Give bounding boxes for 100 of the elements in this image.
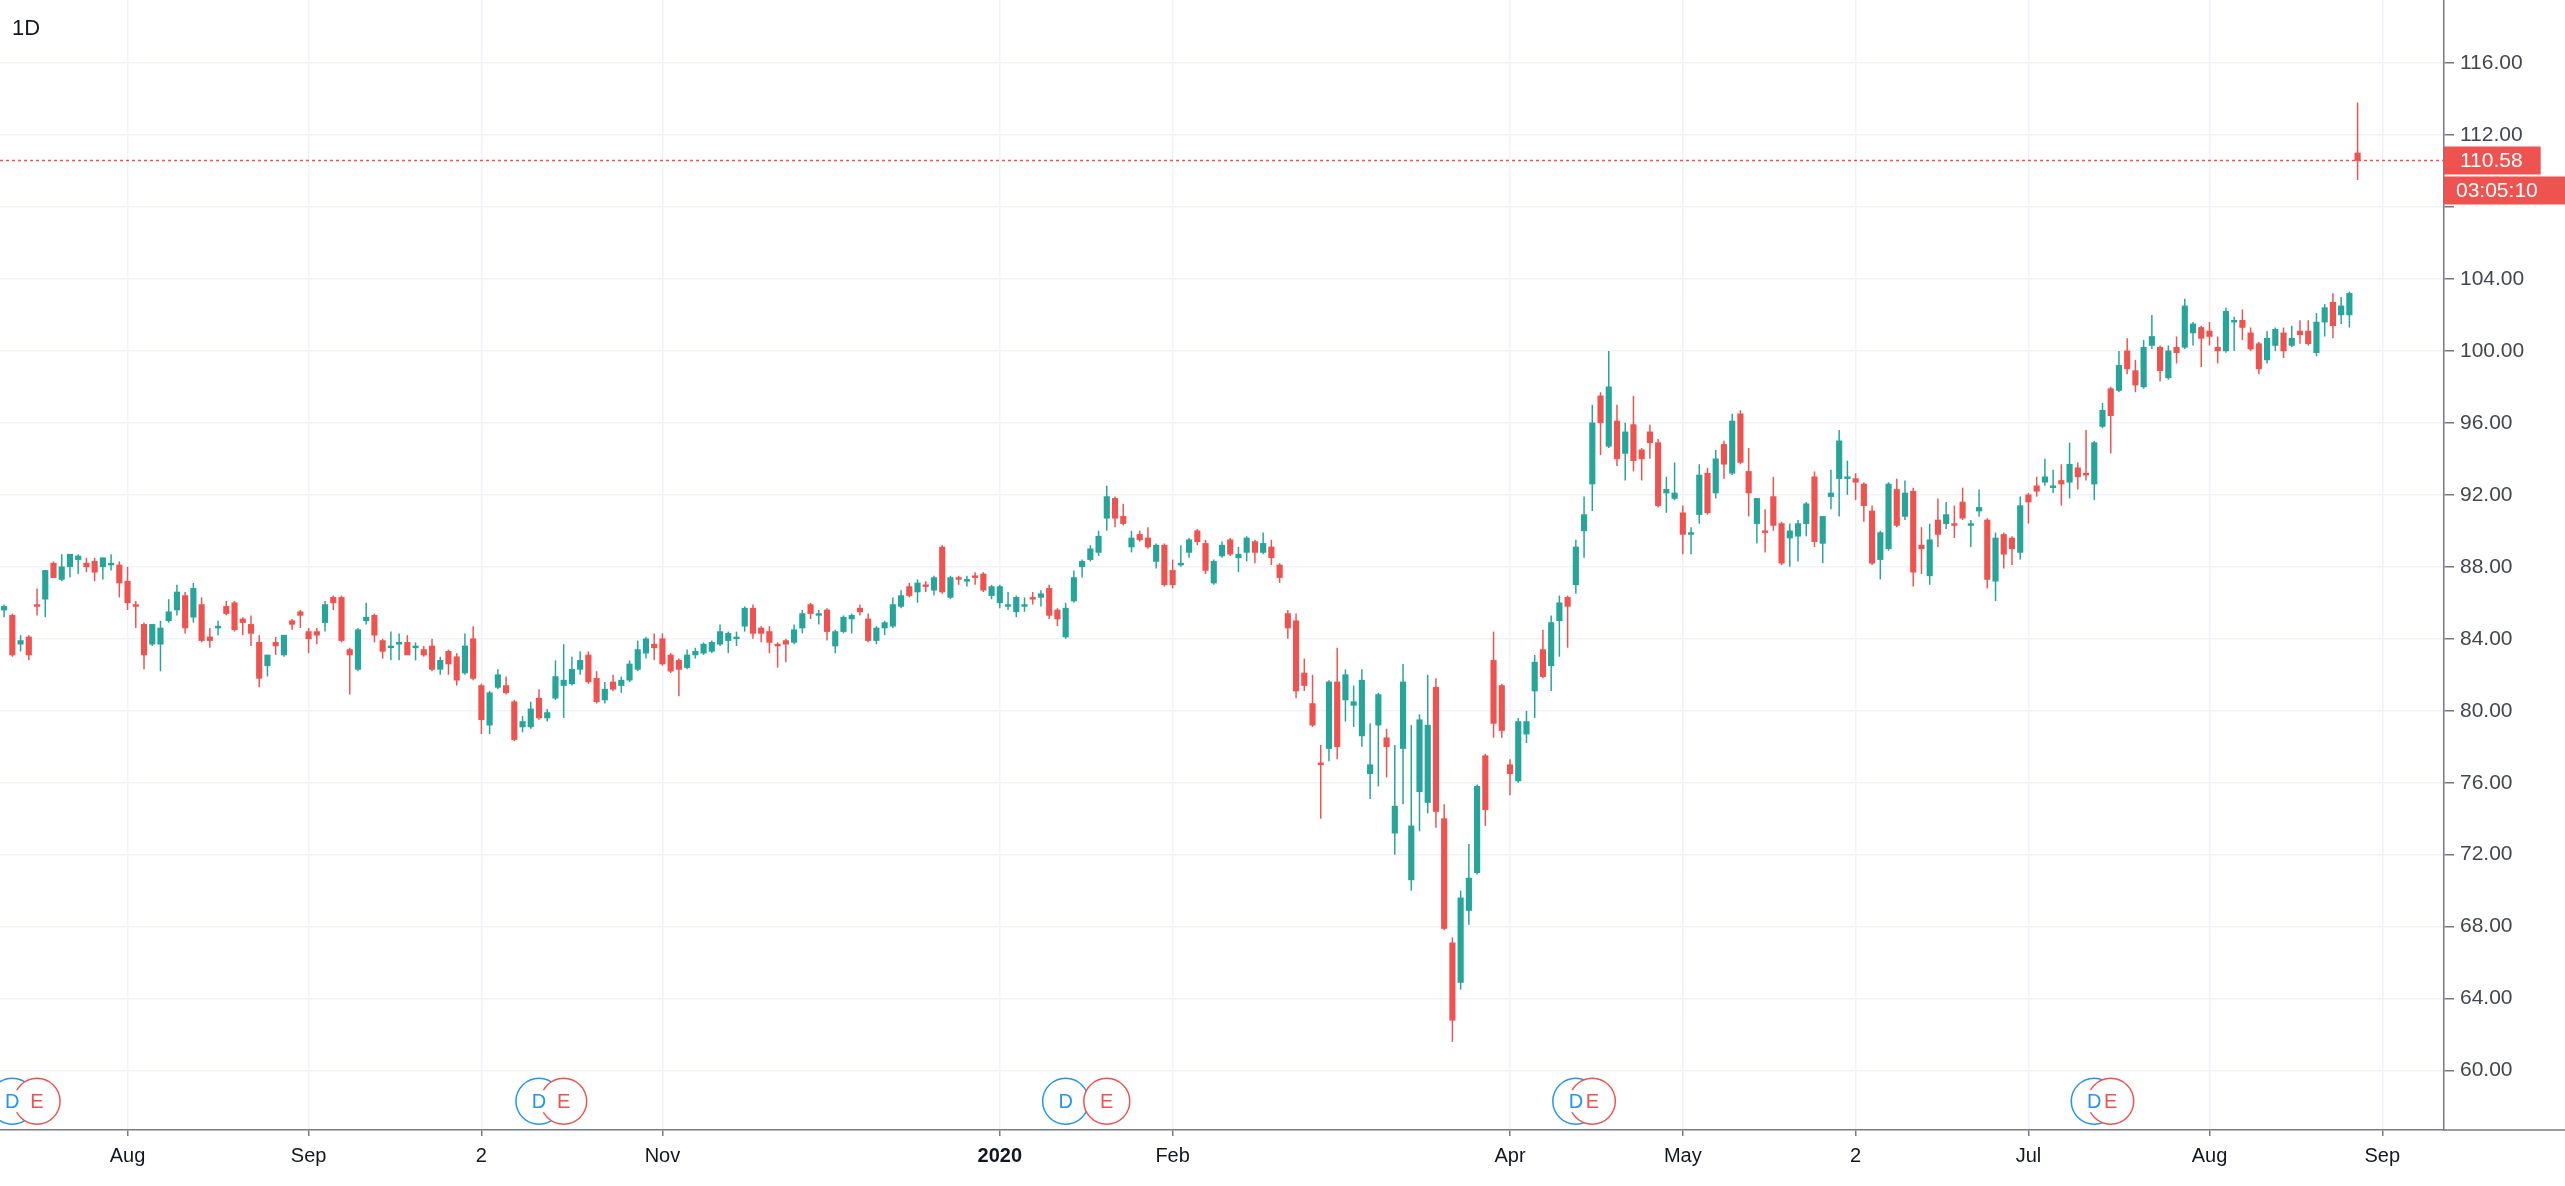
data-label: D [531,1089,547,1112]
candlestick [1852,472,1859,501]
y-tick-label: 96.00 [2460,409,2513,433]
candlestick [1350,684,1357,728]
candlestick [1959,486,1966,521]
candlestick [1663,476,1670,514]
candlestick [2247,326,2254,352]
candlestick [124,566,131,611]
candlestick [2189,321,2197,347]
candlestick [1943,501,1950,530]
candlestick [2058,463,2065,507]
x-tick-label: Jul [2015,1143,2042,1166]
candlestick [2272,326,2279,352]
candlestick [791,623,798,645]
candlestick [1523,710,1530,744]
data-label: E [1585,1089,1599,1112]
candlestick [815,609,822,626]
candlestick [2041,458,2048,487]
candlestick [930,575,938,597]
data-label: E [1100,1089,1114,1112]
candlestick [66,553,74,579]
candlestick [2214,335,2221,365]
candlestick [1951,504,1958,539]
x-tick-label: May [1663,1143,1702,1166]
candlestick [2280,326,2287,359]
candlestick [1803,501,1810,537]
candlestick [2173,335,2180,365]
candlestick [2008,535,2016,566]
candlestick [371,612,378,644]
candlestick [1235,546,1242,573]
x-tick-label: 2 [475,1143,487,1166]
candlestick [832,629,839,654]
candlestick [626,659,633,683]
candlestick [1580,495,1588,559]
candlestick [58,553,65,582]
candlestick [1762,508,1769,554]
candlestick [980,571,987,593]
data-label: D [2087,1089,2102,1112]
y-tick-label: 64.00 [2460,985,2513,1009]
y-tick-label: 72.00 [2460,841,2513,865]
candlestick [972,571,979,586]
candlestick [116,560,123,599]
candlestick [206,627,213,649]
y-tick-label: 88.00 [2460,553,2513,577]
candlestick [2338,296,2345,325]
candlestick [132,600,139,629]
candlestick [1506,758,1514,797]
data-label: D [5,1089,20,1112]
candlestick [634,639,641,672]
candlestick [1745,447,1752,518]
candlestick [1860,481,1867,523]
candlestick [577,650,584,676]
candlestick [379,638,386,660]
candlestick [1169,558,1176,590]
candlestick [1794,519,1802,563]
candlestick [1095,530,1102,557]
candlestick [1622,422,1629,482]
candlestick [321,600,329,633]
candlestick [2124,337,2131,376]
candlestick [1284,609,1291,640]
text: 1D [12,15,41,41]
candlestick [601,681,608,705]
data-label: D [1058,1089,1073,1112]
candlestick [1720,440,1728,480]
candlestick [91,557,98,582]
candlestick [75,553,82,575]
candlestick [1564,594,1571,649]
candlestick [848,612,855,635]
candlestick [963,575,970,588]
candlestick [1646,423,1653,460]
candlestick [404,634,411,656]
candlestick [1013,594,1020,618]
y-tick-label: 112.00 [2460,121,2523,145]
candlestick [922,580,929,593]
ref-line-label: 110.58 [2460,148,2523,172]
candlestick [725,630,732,654]
candlestick [1556,594,1563,658]
candlestick [165,598,172,624]
candlestick [2198,324,2205,368]
candlestick [2074,461,2081,491]
candlestick [2000,531,2007,570]
candlestick [247,614,255,647]
candlestick [173,584,180,617]
candlestick [494,668,501,690]
x-tick-label: 2020 [977,1143,1023,1166]
data-label: E [557,1089,571,1112]
candlestick [1934,497,1941,548]
x-tick-label: Feb [1155,1143,1190,1166]
candlestick [535,688,543,721]
candlestick [1786,522,1793,568]
candlestick [363,602,370,626]
candlestick [799,609,806,635]
candlestick [1153,542,1160,570]
candlestick [313,627,320,645]
candlestick [1128,530,1135,554]
candlestick [2132,359,2139,394]
candlestick [552,659,559,701]
candlestick [1111,495,1119,528]
candlestick [33,587,41,617]
candlestick [2050,468,2057,494]
